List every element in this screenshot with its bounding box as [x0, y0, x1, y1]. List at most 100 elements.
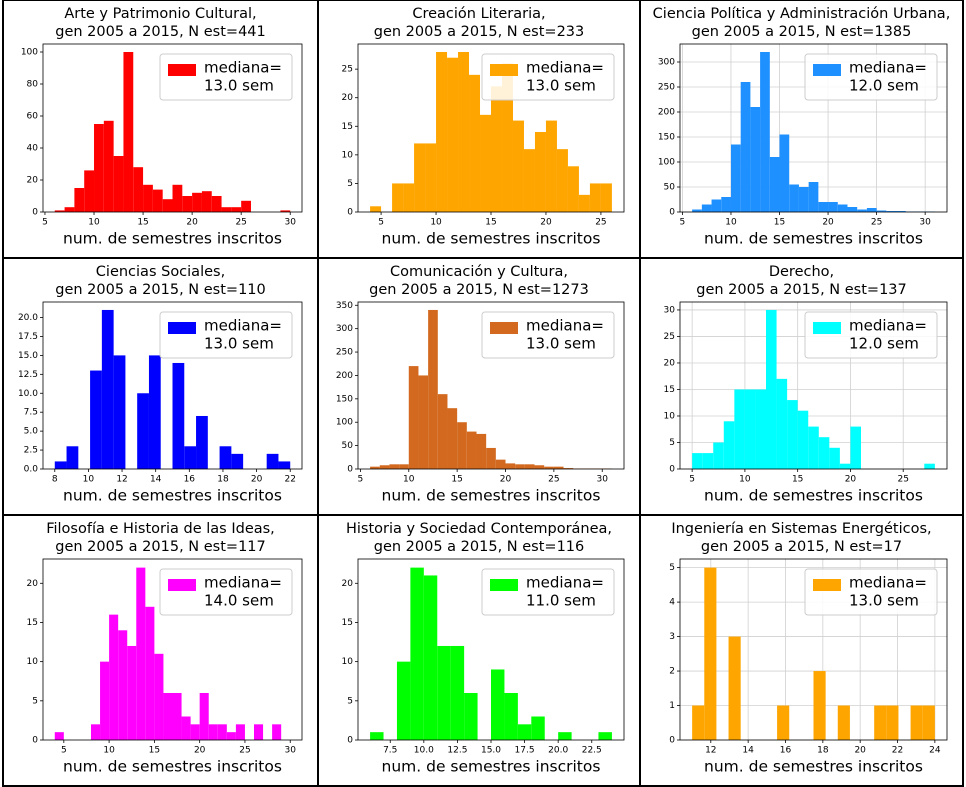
x-axis-label: num. de semestres inscritos [63, 230, 282, 248]
chart-title: Derecho, [769, 264, 834, 280]
bar [113, 156, 124, 212]
legend-label: 13.0 sem [849, 592, 919, 610]
legend-label: mediana= [526, 317, 604, 335]
x-tick-label: 30 [597, 475, 609, 485]
y-tick-label: 2 [669, 667, 675, 677]
y-tick-label: 200 [658, 108, 675, 118]
y-tick-label: 0 [347, 208, 353, 218]
y-tick-label: 0 [669, 465, 675, 475]
y-tick-label: 250 [658, 83, 675, 93]
bar [370, 732, 384, 740]
legend-label: 13.0 sem [526, 335, 596, 353]
bar [437, 645, 451, 740]
chart-title: Creación Literaria, [412, 6, 545, 22]
bar [750, 107, 761, 212]
y-tick-label: 100 [658, 158, 675, 168]
bar [515, 464, 525, 469]
x-tick-label: 25 [239, 746, 250, 756]
x-tick-label: 10 [403, 475, 415, 485]
legend-swatch [168, 579, 196, 591]
y-tick-label: 15 [342, 618, 353, 628]
y-tick-label: 200 [336, 371, 353, 381]
bar [101, 309, 114, 469]
bar [713, 442, 724, 469]
bar [136, 567, 146, 740]
bar [563, 468, 574, 469]
bar [208, 724, 218, 740]
chart-title: gen 2005 a 2015, N est=441 [55, 24, 266, 40]
bar [152, 189, 163, 212]
bar [766, 309, 777, 469]
bar [64, 207, 75, 212]
chart-title: gen 2005 a 2015, N est=117 [55, 539, 266, 555]
x-tick-label: 17.5 [515, 746, 535, 756]
y-tick-label: 150 [658, 133, 675, 143]
bar [162, 199, 173, 212]
bar [787, 400, 798, 469]
bar [534, 132, 546, 212]
bar [127, 645, 137, 740]
bar [408, 366, 419, 469]
bar [109, 614, 119, 740]
bar [414, 143, 426, 212]
x-tick-label: 7.5 [383, 746, 397, 756]
bar [103, 120, 114, 212]
bar [466, 431, 477, 469]
legend-swatch [813, 579, 841, 591]
y-tick-label: 15 [27, 618, 38, 628]
x-tick-label: 20 [854, 746, 866, 756]
bar [505, 463, 516, 469]
bar [728, 636, 741, 740]
bar [436, 52, 448, 212]
bar [486, 447, 496, 469]
bar [501, 63, 513, 212]
bar [396, 661, 411, 740]
bar [876, 210, 887, 212]
chart-title: Arte y Patrimonio Cultural, [64, 6, 256, 22]
bar [118, 630, 128, 740]
bar [711, 199, 722, 212]
bar [199, 692, 209, 740]
x-tick-label: 10 [739, 475, 751, 485]
y-tick-label: 7.5 [24, 408, 38, 418]
bar [769, 157, 780, 212]
bar [280, 210, 291, 212]
bar [181, 716, 191, 740]
bar [476, 433, 487, 469]
bar [740, 82, 751, 212]
plot-frame [42, 43, 303, 213]
bar [425, 143, 437, 212]
y-tick-label: 60 [27, 112, 39, 122]
y-tick-label: 10.0 [18, 389, 38, 399]
bar [886, 211, 897, 212]
legend-label: 14.0 sem [204, 592, 274, 610]
x-tick-label: 30 [285, 218, 297, 228]
legend-label: mediana= [204, 59, 282, 77]
bar [254, 724, 264, 740]
bar [423, 575, 438, 740]
chart-title: gen 2005 a 2015, N est=17 [701, 539, 902, 555]
x-axis-label: num. de semestres inscritos [382, 487, 601, 505]
bar [143, 184, 153, 212]
y-tick-label: 20 [27, 579, 39, 589]
legend-swatch [813, 322, 841, 334]
x-tick-label: 16 [780, 746, 792, 756]
bar [760, 52, 770, 212]
bar [201, 191, 212, 212]
x-axis-label: num. de semestres inscritos [63, 487, 282, 505]
bar [148, 355, 161, 469]
legend-label: mediana= [204, 574, 282, 592]
plot-frame [357, 558, 625, 741]
x-tick-label: 12.5 [447, 746, 467, 756]
plot-frame [357, 301, 625, 470]
bar [839, 463, 851, 469]
bar [447, 57, 459, 212]
x-tick-label: 20 [845, 475, 857, 485]
bar [221, 207, 232, 212]
y-tick-label: 10 [664, 411, 676, 421]
x-tick-label: 10 [83, 475, 95, 485]
bar [133, 167, 144, 212]
bar [163, 692, 173, 740]
x-tick-label: 20 [822, 218, 834, 228]
